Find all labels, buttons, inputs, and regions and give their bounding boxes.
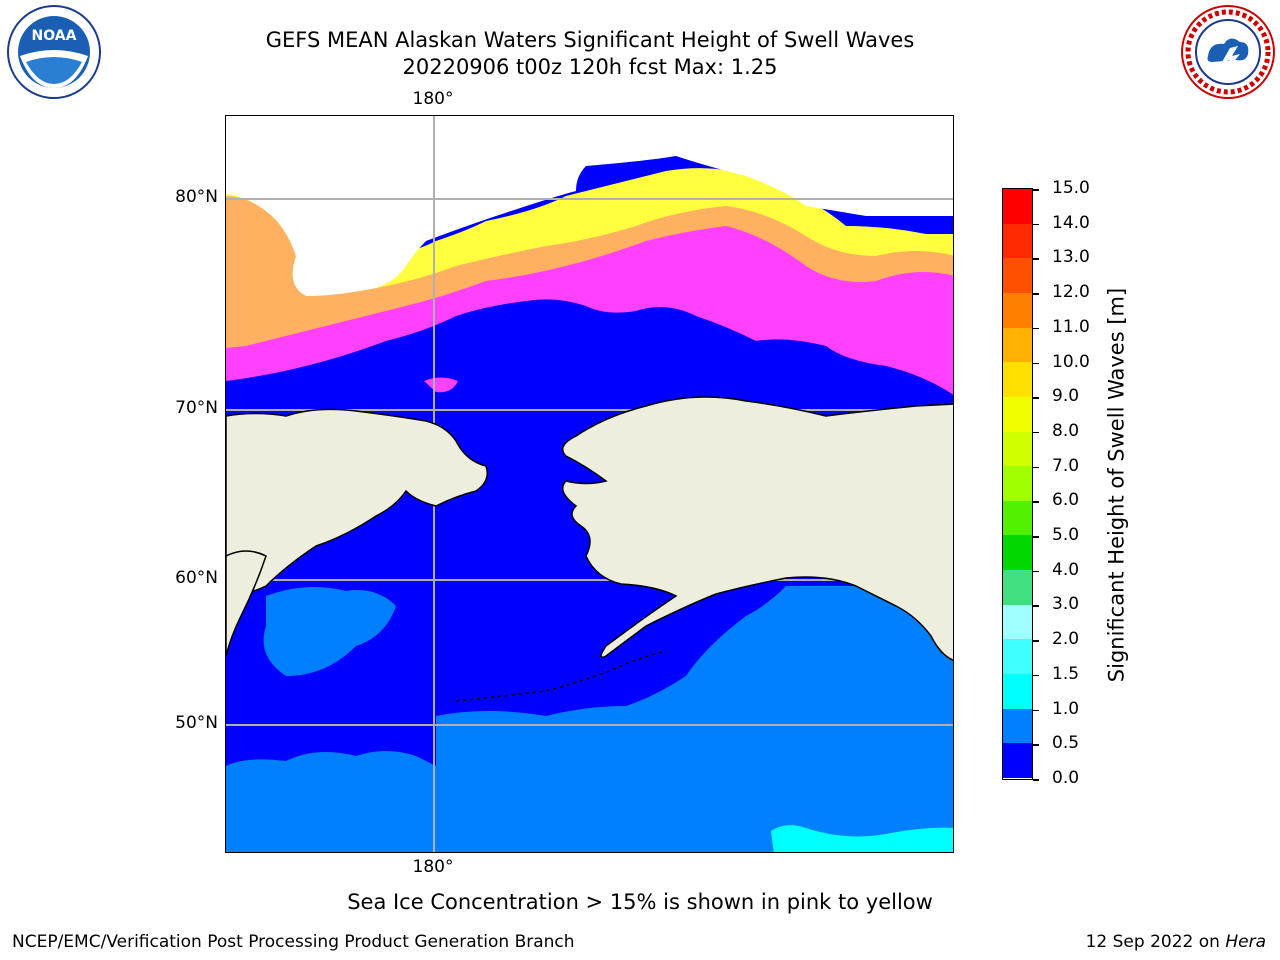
ice-pink-wrangel <box>424 377 458 393</box>
colorbar-tick-label: 11.0 <box>1052 316 1090 337</box>
colorbar-segment <box>1003 189 1032 225</box>
sea-ice-region <box>226 116 953 430</box>
colorbar-segment <box>1003 362 1032 398</box>
colorbar-segment <box>1003 327 1032 363</box>
colorbar-segment <box>1003 708 1032 744</box>
coastlines <box>226 396 953 702</box>
aleutian-chain <box>455 650 667 702</box>
colorbar-tick-mark <box>1033 779 1039 781</box>
colorbar-tick-mark <box>1033 709 1039 712</box>
colorbar-segment <box>1003 604 1032 640</box>
colorbar-tick-mark <box>1033 536 1039 538</box>
lat-label-60n: 60°N <box>175 568 218 588</box>
colorbar-tick-label: 14.0 <box>1052 212 1090 233</box>
colorbar-segment <box>1003 639 1032 675</box>
chart-subtitle: 20220906 t00z 120h fcst Max: 1.25 <box>402 55 778 79</box>
colorbar-tick-label: 0.5 <box>1052 733 1080 754</box>
colorbar <box>1002 188 1033 780</box>
colorbar-segment <box>1003 258 1032 294</box>
colorbar-tick-mark <box>1033 501 1039 503</box>
svg-text:NOAA: NOAA <box>32 28 77 44</box>
colorbar-tick-label: 15.0 <box>1052 178 1090 198</box>
nws-logo <box>1180 4 1276 100</box>
colorbar-tick-mark <box>1033 258 1039 260</box>
colorbar-tick-mark <box>1033 744 1039 746</box>
colorbar-tick-label: 1.0 <box>1052 698 1080 719</box>
sea-ice-footnote: Sea Ice Concentration > 15% is shown in … <box>347 890 933 914</box>
lat-label-70n: 70°N <box>175 398 218 418</box>
colorbar-tick-label: 7.0 <box>1052 455 1080 476</box>
colorbar-tick-mark <box>1033 466 1039 469</box>
ice-orange <box>226 176 953 348</box>
colorbar-tick-mark <box>1033 674 1039 677</box>
chart-title: GEFS MEAN Alaskan Waters Significant Hei… <box>265 28 915 52</box>
colorbar-tick-mark <box>1033 293 1039 295</box>
ice-white <box>226 116 953 296</box>
colorbar-tick-label: 13.0 <box>1052 247 1090 268</box>
colorbar-tick-mark <box>1033 570 1039 573</box>
colorbar-tick-mark <box>1033 327 1039 330</box>
colorbar-tick-label: 5.0 <box>1052 525 1080 546</box>
colorbar-tick-label: 0.0 <box>1052 768 1080 788</box>
colorbar-tick-label: 1.5 <box>1052 663 1080 684</box>
colorbar-tick-mark <box>1033 640 1039 642</box>
colorbar-segment <box>1003 292 1032 329</box>
colorbar-tick-label: 6.0 <box>1052 490 1080 511</box>
datestamp: 12 Sep 2022 on Hera <box>1086 932 1266 952</box>
colorbar-segment <box>1003 431 1032 467</box>
colorbar-tick-label: 10.0 <box>1052 351 1090 372</box>
noaa-logo: NOAA <box>6 4 102 100</box>
colorbar-segment <box>1003 743 1032 779</box>
colorbar-tick-mark <box>1033 189 1039 191</box>
colorbar-segment <box>1003 500 1032 536</box>
map-panel <box>225 115 954 853</box>
colorbar-segment <box>1003 396 1032 433</box>
credit-line: NCEP/EMC/Verification Post Processing Pr… <box>12 932 575 952</box>
colorbar-tick-mark <box>1033 362 1039 365</box>
colorbar-tick-label: 12.0 <box>1052 282 1090 303</box>
lat-label-50n: 50°N <box>175 713 218 733</box>
datestamp-host: Hera <box>1225 932 1266 952</box>
colorbar-tick-label: 3.0 <box>1052 594 1080 615</box>
map-canvas <box>226 116 953 852</box>
lon-label-top: 180° <box>412 89 454 109</box>
lat-label-80n: 80°N <box>175 187 218 207</box>
colorbar-tick-mark <box>1033 397 1039 399</box>
ocean-mid-region <box>226 586 953 852</box>
datestamp-date: 12 Sep 2022 on <box>1085 932 1220 952</box>
colorbar-segment <box>1003 674 1032 710</box>
colorbar-tick-label: 8.0 <box>1052 420 1080 441</box>
colorbar-tick-label: 9.0 <box>1052 386 1080 407</box>
colorbar-tick-label: 2.0 <box>1052 629 1080 650</box>
colorbar-segment <box>1003 535 1032 571</box>
colorbar-tick-mark <box>1033 431 1039 434</box>
colorbar-segment <box>1003 466 1032 502</box>
colorbar-tick-mark <box>1033 605 1039 607</box>
colorbar-tick-mark <box>1033 223 1039 226</box>
colorbar-title: Significant Height of Swell Waves [m] <box>1104 287 1129 683</box>
colorbar-segment <box>1003 570 1032 606</box>
colorbar-tick-label: 4.0 <box>1052 559 1080 580</box>
colorbar-segment <box>1003 223 1032 259</box>
ocean-high-region <box>771 825 953 852</box>
lon-label-bottom: 180° <box>412 857 454 877</box>
